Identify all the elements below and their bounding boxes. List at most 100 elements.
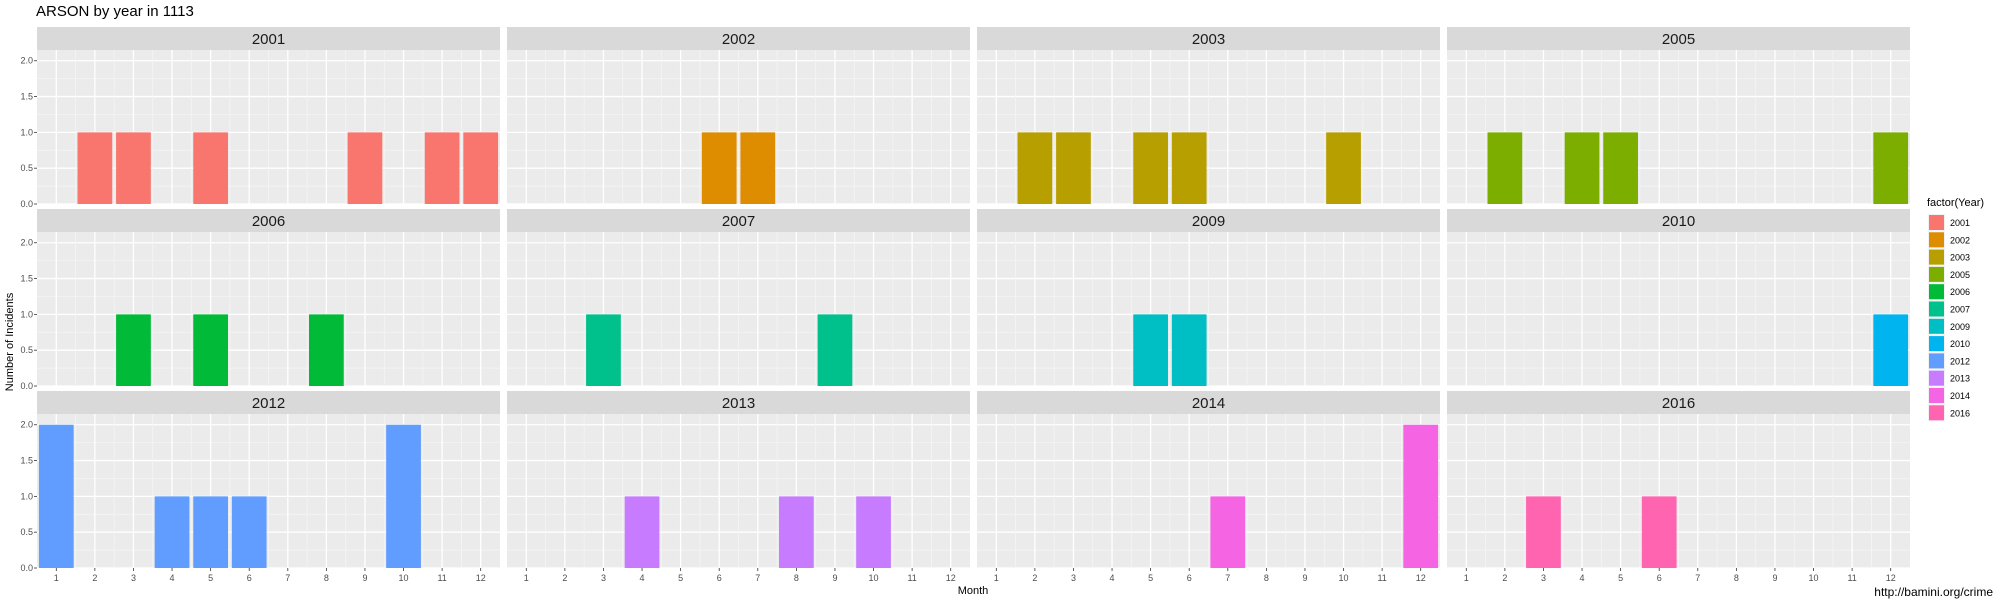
bar-2005-month-12	[1873, 132, 1909, 204]
bar-2003-month-6	[1171, 132, 1207, 204]
strip-2005	[1447, 27, 1910, 50]
legend-label: 2003	[1950, 253, 1970, 263]
bar-2003-month-5	[1133, 132, 1168, 204]
facet-panels: 2001 0.0 0.5 1.0 1.5 2.0 2002 2003 2005 2006 0.0 0.…	[20, 27, 1910, 583]
legend-item-2016: 2016	[1928, 404, 1970, 422]
legend-label: 2001	[1950, 218, 1970, 228]
legend-item-2010: 2010	[1928, 335, 1970, 353]
x-tick-label: 8	[794, 573, 799, 583]
strip-2003	[977, 27, 1440, 50]
x-tick-label: 9	[1772, 573, 1777, 583]
bar-2003-month-10	[1326, 132, 1361, 204]
strip-label: 2006	[252, 213, 285, 230]
x-tick-label: 2	[1032, 573, 1037, 583]
legend-label: 2016	[1950, 408, 1970, 418]
bar-2001-month-12	[463, 132, 499, 204]
y-tick-label: 1.5	[20, 274, 33, 284]
legend-item-2001: 2001	[1928, 214, 1970, 231]
x-tick-label: 6	[1657, 573, 1662, 583]
panel-2009: 2009	[977, 209, 1440, 387]
bar-2006-month-5	[193, 314, 228, 386]
bar-2005-month-2	[1487, 132, 1523, 204]
x-tick-label: 2	[562, 573, 567, 583]
panel-2005: 2005	[1447, 27, 1910, 205]
legend-label: 2007	[1950, 305, 1970, 315]
x-tick-label: 8	[1734, 573, 1739, 583]
y-tick-label: 2.0	[20, 420, 33, 430]
x-tick-label: 12	[1886, 573, 1896, 583]
bar-2009-month-6	[1171, 314, 1207, 386]
strip-2009	[977, 209, 1440, 232]
x-tick-label: 1	[54, 573, 59, 583]
x-tick-label: 6	[1187, 573, 1192, 583]
strip-label: 2016	[1662, 395, 1695, 412]
legend-label: 2013	[1950, 374, 1970, 384]
x-tick-label: 7	[1695, 573, 1700, 583]
legend-item-2002: 2002	[1928, 231, 1970, 249]
x-tick-label: 2	[92, 573, 97, 583]
strip-2001	[37, 27, 500, 50]
y-tick-label: 1.0	[20, 491, 33, 501]
legend-label: 2012	[1950, 356, 1970, 366]
strip-2010	[1447, 209, 1910, 232]
legend-item-2012: 2012	[1928, 352, 1970, 370]
strip-label: 2007	[722, 213, 755, 230]
x-tick-label: 3	[1071, 573, 1076, 583]
legend-swatch	[1929, 405, 1944, 421]
strip-2013	[507, 391, 970, 414]
x-tick-label: 3	[131, 573, 136, 583]
bar-2013-month-10	[856, 496, 891, 568]
legend-label: 2009	[1950, 322, 1970, 332]
bar-2005-month-4	[1564, 132, 1600, 204]
legend-label: 2014	[1950, 391, 1970, 401]
bar-2002-month-6	[701, 132, 737, 204]
legend-swatch	[1929, 232, 1944, 248]
x-tick-label: 9	[832, 573, 837, 583]
x-tick-label: 7	[1225, 573, 1230, 583]
strip-label: 2003	[1192, 31, 1225, 48]
strip-2014	[977, 391, 1440, 414]
strip-2006	[37, 209, 500, 232]
bar-2002-month-7	[740, 132, 776, 204]
x-tick-label: 10	[399, 573, 409, 583]
x-tick-label: 11	[907, 573, 916, 583]
x-tick-label: 4	[1110, 573, 1115, 583]
legend-label: 2002	[1950, 235, 1970, 245]
bar-2012-month-6	[231, 496, 267, 568]
bar-2001-month-11	[424, 132, 460, 204]
x-tick-label: 4	[640, 573, 645, 583]
strip-2012	[37, 391, 500, 414]
bar-2006-month-8	[309, 314, 344, 386]
legend-item-2006: 2006	[1928, 283, 1970, 301]
x-tick-label: 8	[1264, 573, 1269, 583]
y-tick-label: 2.0	[20, 56, 33, 66]
x-tick-label: 10	[1339, 573, 1349, 583]
y-tick-label: 2.0	[20, 238, 33, 248]
panel-2001: 2001 0.0 0.5 1.0 1.5 2.0	[20, 27, 500, 209]
bar-2003-month-2	[1017, 132, 1053, 204]
legend-item-2014: 2014	[1928, 387, 1970, 404]
legend-label: 2005	[1950, 270, 1970, 280]
legend-swatch	[1929, 388, 1944, 403]
legend-label: 2006	[1950, 287, 1970, 297]
x-axis-title: Month	[958, 585, 989, 597]
chart-title: ARSON by year in 1113	[36, 3, 194, 20]
legend-swatch	[1929, 266, 1944, 282]
x-tick-label: 10	[1809, 573, 1819, 583]
y-tick-label: 1.5	[20, 92, 33, 102]
bar-2013-month-8	[779, 496, 814, 568]
bar-2001-month-3	[116, 132, 151, 204]
y-tick-label: 0.0	[20, 563, 33, 573]
legend-item-2009: 2009	[1928, 317, 1970, 335]
strip-label: 2005	[1662, 31, 1695, 48]
x-tick-label: 4	[170, 573, 175, 583]
y-tick-label: 0.5	[20, 527, 33, 537]
strip-label: 2009	[1192, 213, 1225, 230]
strip-label: 2010	[1662, 213, 1695, 230]
strip-label: 2013	[722, 395, 755, 412]
y-tick-label: 1.0	[20, 309, 33, 319]
x-tick-label: 4	[1580, 573, 1585, 583]
bar-2007-month-9	[817, 314, 853, 386]
